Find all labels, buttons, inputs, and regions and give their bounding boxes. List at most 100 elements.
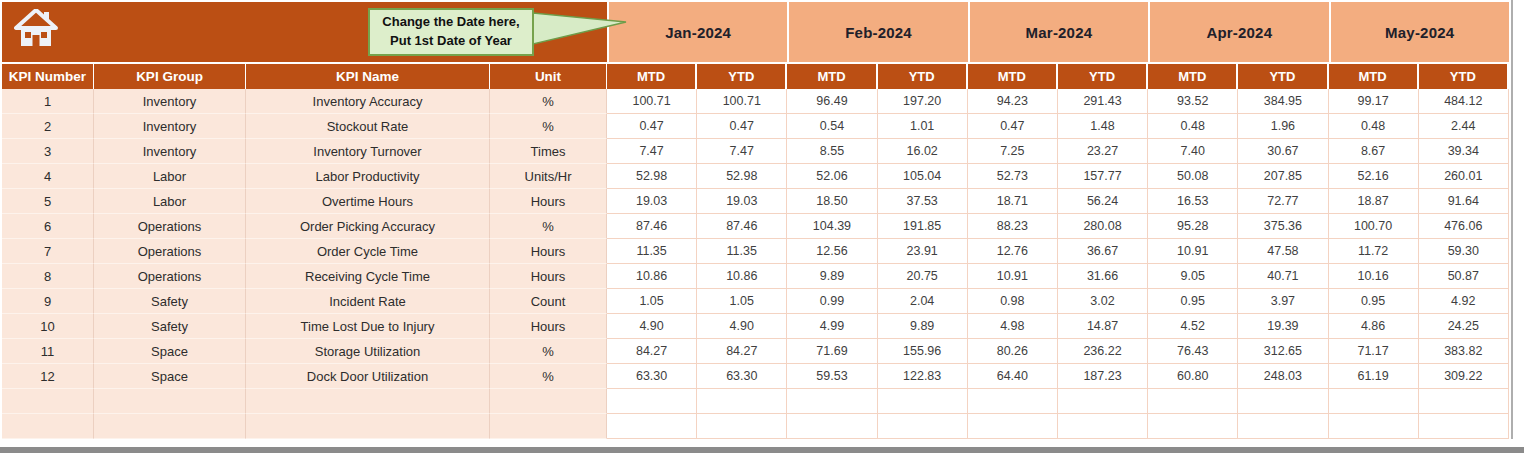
kpi-group-cell[interactable]: Inventory [94, 139, 246, 164]
value-cell[interactable]: 100.71 [607, 89, 697, 114]
value-cell[interactable]: 4.92 [1419, 289, 1509, 314]
kpi-group-cell[interactable]: Operations [94, 214, 246, 239]
empty-left-cell[interactable] [246, 389, 490, 414]
empty-value-cell[interactable] [697, 414, 787, 439]
value-cell[interactable]: 93.52 [1148, 89, 1238, 114]
value-cell[interactable]: 312.65 [1238, 339, 1328, 364]
value-cell[interactable]: 30.67 [1238, 139, 1328, 164]
kpi-name-cell[interactable]: Overtime Hours [246, 189, 490, 214]
unit-cell[interactable]: Hours [490, 314, 607, 339]
value-cell[interactable]: 4.86 [1329, 314, 1419, 339]
value-cell[interactable]: 1.05 [697, 289, 787, 314]
value-cell[interactable]: 10.16 [1329, 264, 1419, 289]
value-cell[interactable]: 23.91 [878, 239, 968, 264]
empty-value-cell[interactable] [787, 389, 877, 414]
value-cell[interactable]: 0.54 [787, 114, 877, 139]
empty-value-cell[interactable] [1148, 389, 1238, 414]
value-cell[interactable]: 291.43 [1058, 89, 1148, 114]
value-cell[interactable]: 52.06 [787, 164, 877, 189]
value-cell[interactable]: 12.76 [968, 239, 1058, 264]
unit-cell[interactable]: Units/Hr [490, 164, 607, 189]
month-cell[interactable]: May-2024 [1329, 2, 1509, 63]
month-cell[interactable]: Jan-2024 [607, 2, 787, 63]
value-cell[interactable]: 375.36 [1238, 214, 1328, 239]
value-cell[interactable]: 11.35 [697, 239, 787, 264]
value-cell[interactable]: 56.24 [1058, 189, 1148, 214]
value-cell[interactable]: 9.05 [1148, 264, 1238, 289]
empty-value-cell[interactable] [968, 414, 1058, 439]
empty-left-cell[interactable] [490, 389, 607, 414]
value-cell[interactable]: 104.39 [787, 214, 877, 239]
value-cell[interactable]: 59.53 [787, 364, 877, 389]
value-cell[interactable]: 87.46 [607, 214, 697, 239]
value-cell[interactable]: 88.23 [968, 214, 1058, 239]
value-cell[interactable]: 236.22 [1058, 339, 1148, 364]
value-cell[interactable]: 4.52 [1148, 314, 1238, 339]
kpi-group-cell[interactable]: Labor [94, 164, 246, 189]
value-cell[interactable]: 12.56 [787, 239, 877, 264]
empty-value-cell[interactable] [787, 414, 877, 439]
value-cell[interactable]: 59.30 [1419, 239, 1509, 264]
value-cell[interactable]: 87.46 [697, 214, 787, 239]
empty-value-cell[interactable] [1058, 414, 1148, 439]
month-cell[interactable]: Apr-2024 [1148, 2, 1328, 63]
value-cell[interactable]: 0.48 [1329, 114, 1419, 139]
empty-value-cell[interactable] [878, 414, 968, 439]
value-cell[interactable]: 0.47 [697, 114, 787, 139]
value-cell[interactable]: 10.91 [1148, 239, 1238, 264]
value-cell[interactable]: 155.96 [878, 339, 968, 364]
unit-cell[interactable]: Hours [490, 239, 607, 264]
value-cell[interactable]: 94.23 [968, 89, 1058, 114]
kpi-number-cell[interactable]: 8 [2, 264, 94, 289]
value-cell[interactable]: 11.35 [607, 239, 697, 264]
value-cell[interactable]: 84.27 [607, 339, 697, 364]
value-cell[interactable]: 10.86 [607, 264, 697, 289]
month-cell[interactable]: Feb-2024 [787, 2, 967, 63]
value-cell[interactable]: 4.99 [787, 314, 877, 339]
value-cell[interactable]: 4.90 [607, 314, 697, 339]
value-cell[interactable]: 1.05 [607, 289, 697, 314]
empty-value-cell[interactable] [1329, 414, 1419, 439]
kpi-number-cell[interactable]: 10 [2, 314, 94, 339]
value-cell[interactable]: 96.49 [787, 89, 877, 114]
value-cell[interactable]: 19.03 [607, 189, 697, 214]
value-cell[interactable]: 31.66 [1058, 264, 1148, 289]
value-cell[interactable]: 100.70 [1329, 214, 1419, 239]
value-cell[interactable]: 52.98 [607, 164, 697, 189]
unit-cell[interactable]: Hours [490, 189, 607, 214]
value-cell[interactable]: 14.87 [1058, 314, 1148, 339]
empty-value-cell[interactable] [607, 389, 697, 414]
unit-cell[interactable]: % [490, 339, 607, 364]
value-cell[interactable]: 476.06 [1419, 214, 1509, 239]
kpi-number-cell[interactable]: 1 [2, 89, 94, 114]
value-cell[interactable]: 0.95 [1148, 289, 1238, 314]
kpi-number-cell[interactable]: 5 [2, 189, 94, 214]
value-cell[interactable]: 260.01 [1419, 164, 1509, 189]
empty-value-cell[interactable] [1238, 389, 1328, 414]
value-cell[interactable]: 0.47 [607, 114, 697, 139]
value-cell[interactable]: 60.80 [1148, 364, 1238, 389]
value-cell[interactable]: 19.03 [697, 189, 787, 214]
empty-left-cell[interactable] [490, 414, 607, 439]
kpi-number-cell[interactable]: 9 [2, 289, 94, 314]
kpi-group-cell[interactable]: Safety [94, 289, 246, 314]
value-cell[interactable]: 47.58 [1238, 239, 1328, 264]
value-cell[interactable]: 7.25 [968, 139, 1058, 164]
value-cell[interactable]: 280.08 [1058, 214, 1148, 239]
kpi-number-cell[interactable]: 11 [2, 339, 94, 364]
unit-cell[interactable]: % [490, 114, 607, 139]
empty-value-cell[interactable] [1419, 414, 1509, 439]
kpi-group-cell[interactable]: Space [94, 364, 246, 389]
kpi-number-cell[interactable]: 4 [2, 164, 94, 189]
value-cell[interactable]: 10.86 [697, 264, 787, 289]
value-cell[interactable]: 52.98 [697, 164, 787, 189]
value-cell[interactable]: 52.16 [1329, 164, 1419, 189]
kpi-name-cell[interactable]: Inventory Accuracy [246, 89, 490, 114]
unit-cell[interactable]: % [490, 214, 607, 239]
value-cell[interactable]: 11.72 [1329, 239, 1419, 264]
empty-value-cell[interactable] [697, 389, 787, 414]
empty-value-cell[interactable] [1058, 389, 1148, 414]
kpi-name-cell[interactable]: Incident Rate [246, 289, 490, 314]
value-cell[interactable]: 122.83 [878, 364, 968, 389]
unit-cell[interactable]: Hours [490, 264, 607, 289]
